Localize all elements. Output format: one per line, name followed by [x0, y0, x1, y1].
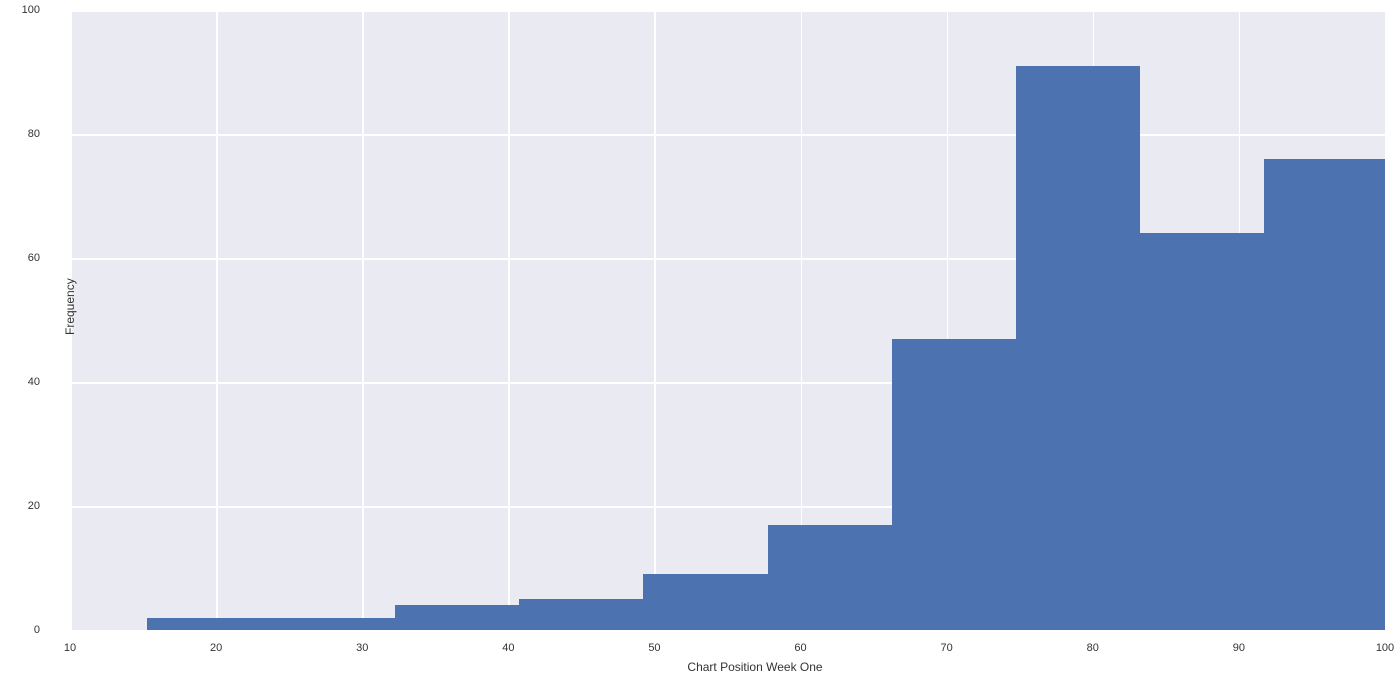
- y-tick-label: 0: [0, 624, 40, 636]
- grid-line-vertical: [654, 10, 656, 630]
- grid-line-horizontal: [70, 134, 1385, 136]
- grid-line-vertical: [508, 10, 510, 630]
- x-tick-label: 30: [342, 642, 382, 654]
- histogram-bar: [147, 618, 271, 630]
- x-tick-label: 10: [50, 642, 90, 654]
- grid-line-vertical: [362, 10, 364, 630]
- histogram-bar: [1264, 159, 1385, 630]
- plot-area: [70, 10, 1385, 630]
- y-tick-label: 100: [0, 4, 40, 16]
- histogram-bar: [768, 525, 892, 630]
- x-tick-label: 100: [1365, 642, 1395, 654]
- histogram-bar: [1016, 66, 1140, 630]
- histogram-bar: [271, 618, 395, 630]
- y-tick-label: 40: [0, 376, 40, 388]
- histogram-bar: [892, 339, 1016, 630]
- histogram-chart: Frequency Chart Position Week One 020406…: [55, 10, 1385, 660]
- x-tick-label: 40: [488, 642, 528, 654]
- x-tick-label: 90: [1219, 642, 1259, 654]
- grid-line-vertical: [216, 10, 218, 630]
- grid-line-horizontal: [70, 630, 1385, 632]
- x-tick-label: 50: [634, 642, 674, 654]
- grid-line-vertical: [1385, 10, 1387, 630]
- histogram-bar: [395, 605, 519, 630]
- y-tick-label: 20: [0, 500, 40, 512]
- y-axis-label: Frequency: [63, 278, 77, 335]
- histogram-bar: [519, 599, 643, 630]
- x-tick-label: 80: [1073, 642, 1113, 654]
- x-tick-label: 20: [196, 642, 236, 654]
- x-tick-label: 70: [927, 642, 967, 654]
- histogram-bar: [1140, 233, 1264, 630]
- x-axis-label: Chart Position Week One: [687, 660, 822, 674]
- x-tick-label: 60: [781, 642, 821, 654]
- grid-line-horizontal: [70, 10, 1385, 12]
- histogram-bar: [643, 574, 767, 630]
- y-tick-label: 60: [0, 252, 40, 264]
- y-tick-label: 80: [0, 128, 40, 140]
